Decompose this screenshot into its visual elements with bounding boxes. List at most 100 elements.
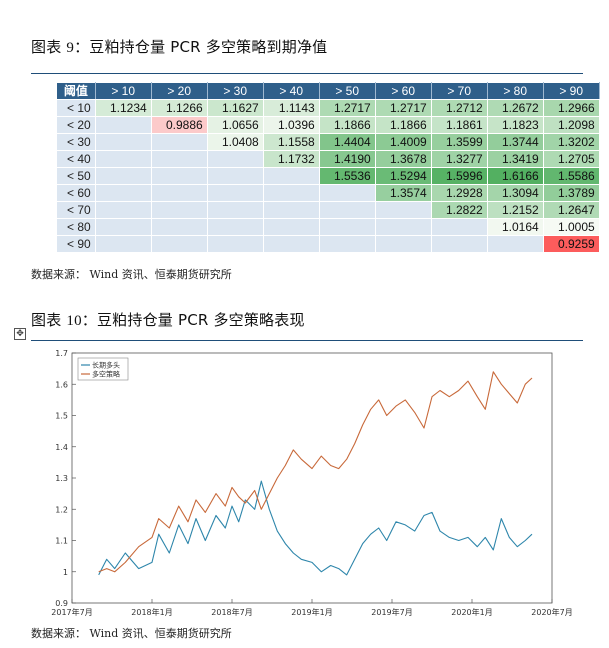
y-tick-label: 0.9 xyxy=(55,599,68,608)
value-cell: 1.1627 xyxy=(206,99,264,117)
value-cell: 1.4190 xyxy=(318,150,376,168)
value-cell: 1.3574 xyxy=(374,184,432,202)
value-cell: 1.2712 xyxy=(430,99,488,117)
legend-box xyxy=(77,357,129,381)
value-cell: 1.0005 xyxy=(542,218,600,236)
empty-cell xyxy=(318,218,376,236)
series-line-long-short xyxy=(98,371,533,573)
x-tick-label: 2018年1月 xyxy=(131,607,172,617)
y-tick-label: 1.5 xyxy=(55,412,68,421)
empty-cell xyxy=(262,235,320,253)
plot-area xyxy=(71,352,553,604)
row-header: < 30 xyxy=(56,133,96,151)
value-cell: 0.9259 xyxy=(542,235,600,253)
value-cell: 1.2822 xyxy=(430,201,488,219)
value-cell: 1.2717 xyxy=(318,99,376,117)
row-header: < 80 xyxy=(56,218,96,236)
empty-cell xyxy=(94,167,152,185)
series-line-long xyxy=(98,480,533,576)
value-cell: 1.1823 xyxy=(486,116,544,134)
move-handle-icon[interactable]: ✥ xyxy=(14,328,26,340)
column-header: > 30 xyxy=(206,82,264,100)
table-row: < 80 1.0164 1.0005 xyxy=(56,218,600,236)
pcr-net-value-table: 阈值 > 10 > 20 > 30 > 40 > 50 > 60 > 70 > 80 > 90 <… xyxy=(56,82,600,253)
value-cell: 1.1866 xyxy=(374,116,432,134)
table-row: < 70 1.2822 1.2152 1.2647 xyxy=(56,201,600,219)
table-body: < 10 1.1234 1.1266 1.1627 1.1143 1.2717 1.2717… xyxy=(56,99,600,253)
table-row: < 20 0.9886 1.0656 1.0396 1.1866 1.1866 1.1861… xyxy=(56,116,600,134)
value-cell: 1.0408 xyxy=(206,133,264,151)
value-cell: 1.3599 xyxy=(430,133,488,151)
figure-9-source: 数据来源： Wind 资讯、恒泰期货研究所 xyxy=(31,268,232,281)
figure-number: 10 xyxy=(66,313,82,329)
row-header: < 20 xyxy=(56,116,96,134)
empty-cell xyxy=(94,184,152,202)
value-cell: 1.3094 xyxy=(486,184,544,202)
row-header: < 50 xyxy=(56,167,96,185)
column-header: > 70 xyxy=(430,82,488,100)
column-header: > 40 xyxy=(262,82,320,100)
y-tick-label: 1.6 xyxy=(55,380,68,389)
column-header: > 60 xyxy=(374,82,432,100)
x-tick-label: 2017年7月 xyxy=(51,607,92,617)
table-header-row: 阈值 > 10 > 20 > 30 > 40 > 50 > 60 > 70 > 80 > 90 xyxy=(56,82,600,100)
value-cell: 1.2647 xyxy=(542,201,600,219)
figure-title-text: ：豆粕持仓量 PCR 多空策略表现 xyxy=(81,311,305,329)
x-tick-label: 2019年7月 xyxy=(371,607,412,617)
legend-label: 多空策略 xyxy=(92,370,120,379)
row-header: < 10 xyxy=(56,99,96,117)
column-header: > 90 xyxy=(542,82,600,100)
column-header: > 10 xyxy=(94,82,152,100)
x-tick-label: 2019年1月 xyxy=(291,607,332,617)
empty-cell xyxy=(94,235,152,253)
empty-cell xyxy=(94,218,152,236)
empty-cell xyxy=(206,218,264,236)
y-tick-label: 1.7 xyxy=(55,349,68,358)
empty-cell xyxy=(150,184,208,202)
empty-cell xyxy=(318,201,376,219)
empty-cell xyxy=(262,218,320,236)
empty-cell xyxy=(206,167,264,185)
value-cell: 1.2098 xyxy=(542,116,600,134)
empty-cell xyxy=(206,201,264,219)
value-cell: 1.5586 xyxy=(542,167,600,185)
row-header: < 40 xyxy=(56,150,96,168)
value-cell: 1.2928 xyxy=(430,184,488,202)
empty-cell xyxy=(262,201,320,219)
value-cell: 1.0656 xyxy=(206,116,264,134)
empty-cell xyxy=(374,235,432,253)
empty-cell xyxy=(94,201,152,219)
value-cell: 1.3202 xyxy=(542,133,600,151)
empty-cell xyxy=(206,235,264,253)
empty-cell xyxy=(374,218,432,236)
strategy-performance-chart: 0.9 1 1.1 1.2 1.3 1.4 1.5 1.6 1.7 2017年7月 2018年1月 2… xyxy=(51,349,572,617)
figure-9-title: 图表 9：豆粕持仓量 PCR 多空策略到期净值 xyxy=(31,36,327,57)
value-cell: 1.1234 xyxy=(94,99,152,117)
table-row: < 60 1.3574 1.2928 1.3094 1.3789 xyxy=(56,184,600,202)
empty-cell xyxy=(430,218,488,236)
y-tick-label: 1.2 xyxy=(55,505,68,514)
value-cell: 1.0164 xyxy=(486,218,544,236)
value-cell: 1.3678 xyxy=(374,150,432,168)
figure-10-source: 数据来源： Wind 资讯、恒泰期货研究所 xyxy=(31,627,232,640)
value-cell: 1.1266 xyxy=(150,99,208,117)
value-cell: 1.4009 xyxy=(374,133,432,151)
x-tick-label: 2018年7月 xyxy=(211,607,252,617)
empty-cell xyxy=(94,133,152,151)
value-cell: 1.1861 xyxy=(430,116,488,134)
value-cell: 1.3419 xyxy=(486,150,544,168)
row-header: < 60 xyxy=(56,184,96,202)
value-cell: 1.1732 xyxy=(262,150,320,168)
value-cell: 1.2152 xyxy=(486,201,544,219)
row-header: < 70 xyxy=(56,201,96,219)
table-row: < 50 1.5536 1.5294 1.5996 1.6166 1.5586 xyxy=(56,167,600,185)
empty-cell xyxy=(318,184,376,202)
y-tick-label: 1.4 xyxy=(55,443,68,452)
table-corner-header: 阈值 xyxy=(56,82,96,100)
value-cell: 1.6166 xyxy=(486,167,544,185)
figure-title-text: ：豆粕持仓量 PCR 多空策略到期净值 xyxy=(74,38,328,56)
table-row: < 30 1.0408 1.1558 1.4404 1.4009 1.3599 1.3744… xyxy=(56,133,600,151)
row-header: < 90 xyxy=(56,235,96,253)
column-header: > 50 xyxy=(318,82,376,100)
empty-cell xyxy=(150,235,208,253)
